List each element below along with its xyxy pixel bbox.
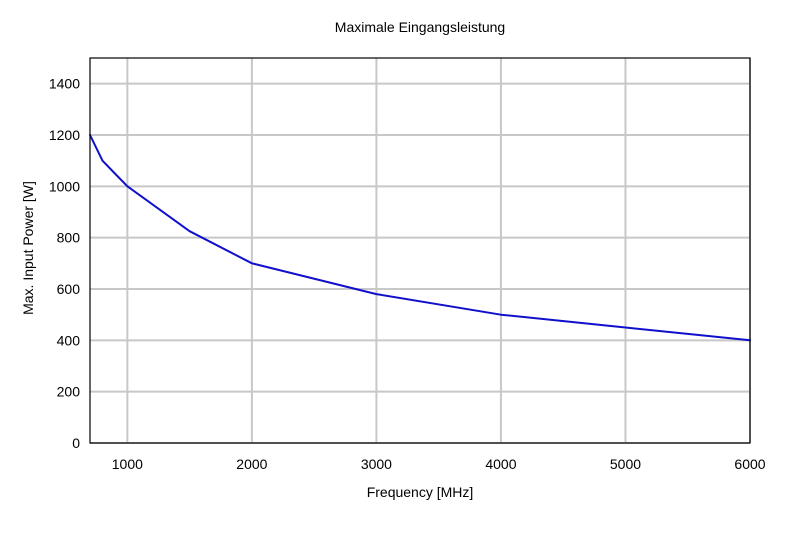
x-tick-label: 4000 (485, 456, 516, 472)
chart-title: Maximale Eingangsleistung (335, 19, 505, 35)
y-axis-ticks: 0 200 400 600 800 1000 1200 1400 (49, 76, 80, 451)
y-tick-label: 1200 (49, 127, 80, 143)
y-tick-label: 600 (57, 281, 81, 297)
series-line (89, 134, 751, 342)
y-tick-label: 0 (72, 435, 80, 451)
x-tick-label: 1000 (112, 456, 143, 472)
y-tick-label: 1400 (49, 76, 80, 92)
y-tick-label: 200 (57, 384, 81, 400)
y-tick-label: 400 (57, 332, 81, 348)
grid (90, 58, 751, 444)
y-tick-label: 1000 (49, 178, 80, 194)
x-tick-label: 3000 (361, 456, 392, 472)
x-tick-label: 2000 (236, 456, 267, 472)
x-axis-label: Frequency [MHz] (367, 484, 474, 500)
x-axis-ticks: 1000 2000 3000 4000 5000 6000 (112, 456, 766, 472)
x-tick-label: 6000 (734, 456, 765, 472)
y-tick-label: 800 (57, 230, 81, 246)
plot-frame (89, 57, 751, 444)
y-axis-label: Max. Input Power [W] (20, 181, 36, 315)
x-tick-label: 5000 (610, 456, 641, 472)
